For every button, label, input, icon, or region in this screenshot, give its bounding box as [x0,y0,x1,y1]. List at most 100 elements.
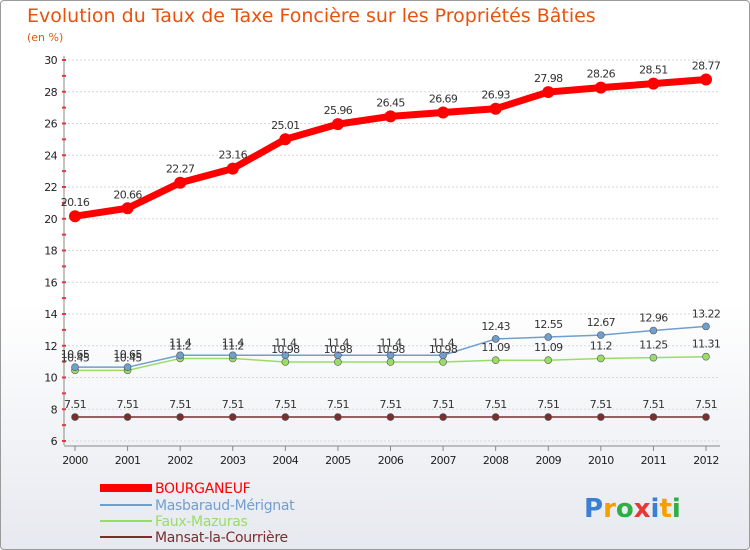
chart-subtitle: (en %) [27,31,63,44]
y-tick-label: 20 [44,213,57,226]
legend-item-1: Masbaraud-Mérignat [100,498,295,514]
legend-label: Masbaraud-Mérignat [155,498,295,514]
data-point [386,351,395,360]
y-tick-label: 8 [51,403,58,416]
legend-item-3: Mansat-la-Courrière [100,530,288,546]
data-point [71,413,79,421]
series-lines [69,73,712,421]
data-point [334,351,342,360]
data-label: 11.09 [534,341,563,354]
data-label: 20.16 [61,196,90,209]
data-point [174,176,187,189]
y-axis-marker [62,59,66,61]
y-tick-label: 22 [44,181,57,194]
data-label: 12.96 [639,312,668,325]
data-label: 12.43 [481,320,510,333]
data-point [281,351,290,360]
data-point [491,413,500,421]
data-point [702,322,710,331]
data-label: 26.69 [429,93,458,106]
data-label: 25.01 [271,119,300,132]
data-point [176,351,184,360]
data-point [489,102,502,115]
y-axis-marker [62,138,66,141]
data-point [437,106,450,119]
data-label: 10.45 [61,351,90,364]
data-label: 7.51 [327,398,349,411]
data-label: 10.45 [113,351,142,364]
data-point [597,413,605,421]
y-axis-marker [62,281,66,284]
data-label: 22.27 [166,163,195,176]
y-tick-label: 6 [51,435,58,448]
data-point [597,331,605,339]
data-point [384,110,397,123]
data-point [649,326,658,335]
data-label: 27.98 [534,72,563,85]
data-label: 11.4 [274,336,297,349]
data-point [597,354,605,363]
data-point [439,358,447,366]
data-label: 7.51 [432,398,454,411]
chart-title: Evolution du Taux de Taxe Foncière sur l… [27,5,596,27]
data-point [544,356,553,364]
data-point [386,358,395,366]
legend-item-0: BOURGANEUF [100,481,251,497]
y-axis-marker [62,440,66,442]
y-axis-marker [62,90,66,93]
y-axis-marker [62,170,66,173]
y-tick-label: 26 [44,118,57,131]
data-labels: 20.16 20.66 22.27 23.16 25.01 25.96 26.45 26.69… [61,60,722,412]
x-tick-label: 2002 [167,454,193,467]
series-3 [71,413,710,421]
data-point [123,413,132,421]
y-axis-marker [62,424,66,427]
x-tick-label: 2007 [430,454,456,467]
y-tick-label: 10 [44,372,57,385]
series-1 [71,322,710,371]
legend-item-2: Faux-Mazuras [100,514,248,530]
data-point [491,356,500,364]
x-tick-label: 2005 [325,454,351,467]
y-tick-label: 28 [44,86,57,99]
data-point [71,363,79,371]
data-label: 11.4 [327,336,350,349]
data-point [228,413,237,421]
data-label: 10.98 [271,343,300,356]
data-label: 11.25 [639,339,668,352]
data-point [439,413,447,421]
data-point [702,352,710,361]
data-label: 7.51 [64,398,86,411]
y-axis-marker [62,408,66,411]
data-point [331,118,344,131]
data-label: 12.67 [587,316,616,329]
data-point [542,86,555,99]
data-label: 11.4 [379,336,402,349]
y-axis-marker [62,360,66,363]
data-label: 7.51 [695,398,717,411]
data-label: 28.77 [692,60,721,73]
legend: BOURGANEUFMasbaraud-MérignatFaux-Mazuras… [100,481,295,546]
data-label: 10.98 [324,343,353,356]
y-tick-label: 12 [44,340,57,353]
x-tick-label: 2001 [115,454,141,467]
y-axis-marker [62,106,66,109]
data-label: 11.4 [169,336,192,349]
data-point [649,353,658,362]
data-label: 7.51 [642,398,664,411]
data-label: 11.2 [590,339,612,352]
legend-label: BOURGANEUF [155,481,251,497]
x-tick-label: 2010 [588,454,614,467]
data-label: 7.51 [274,398,296,411]
y-axis-marker [62,249,66,252]
data-label: 28.51 [639,64,668,77]
data-label: 12.55 [534,318,563,331]
data-point [281,413,290,421]
data-label: 7.51 [169,398,191,411]
x-tick-label: 2004 [273,454,299,467]
data-label: 7.51 [379,398,401,411]
x-tick-label: 2003 [220,454,246,467]
data-point [334,358,342,366]
logo-text: Proxiti [584,494,681,524]
